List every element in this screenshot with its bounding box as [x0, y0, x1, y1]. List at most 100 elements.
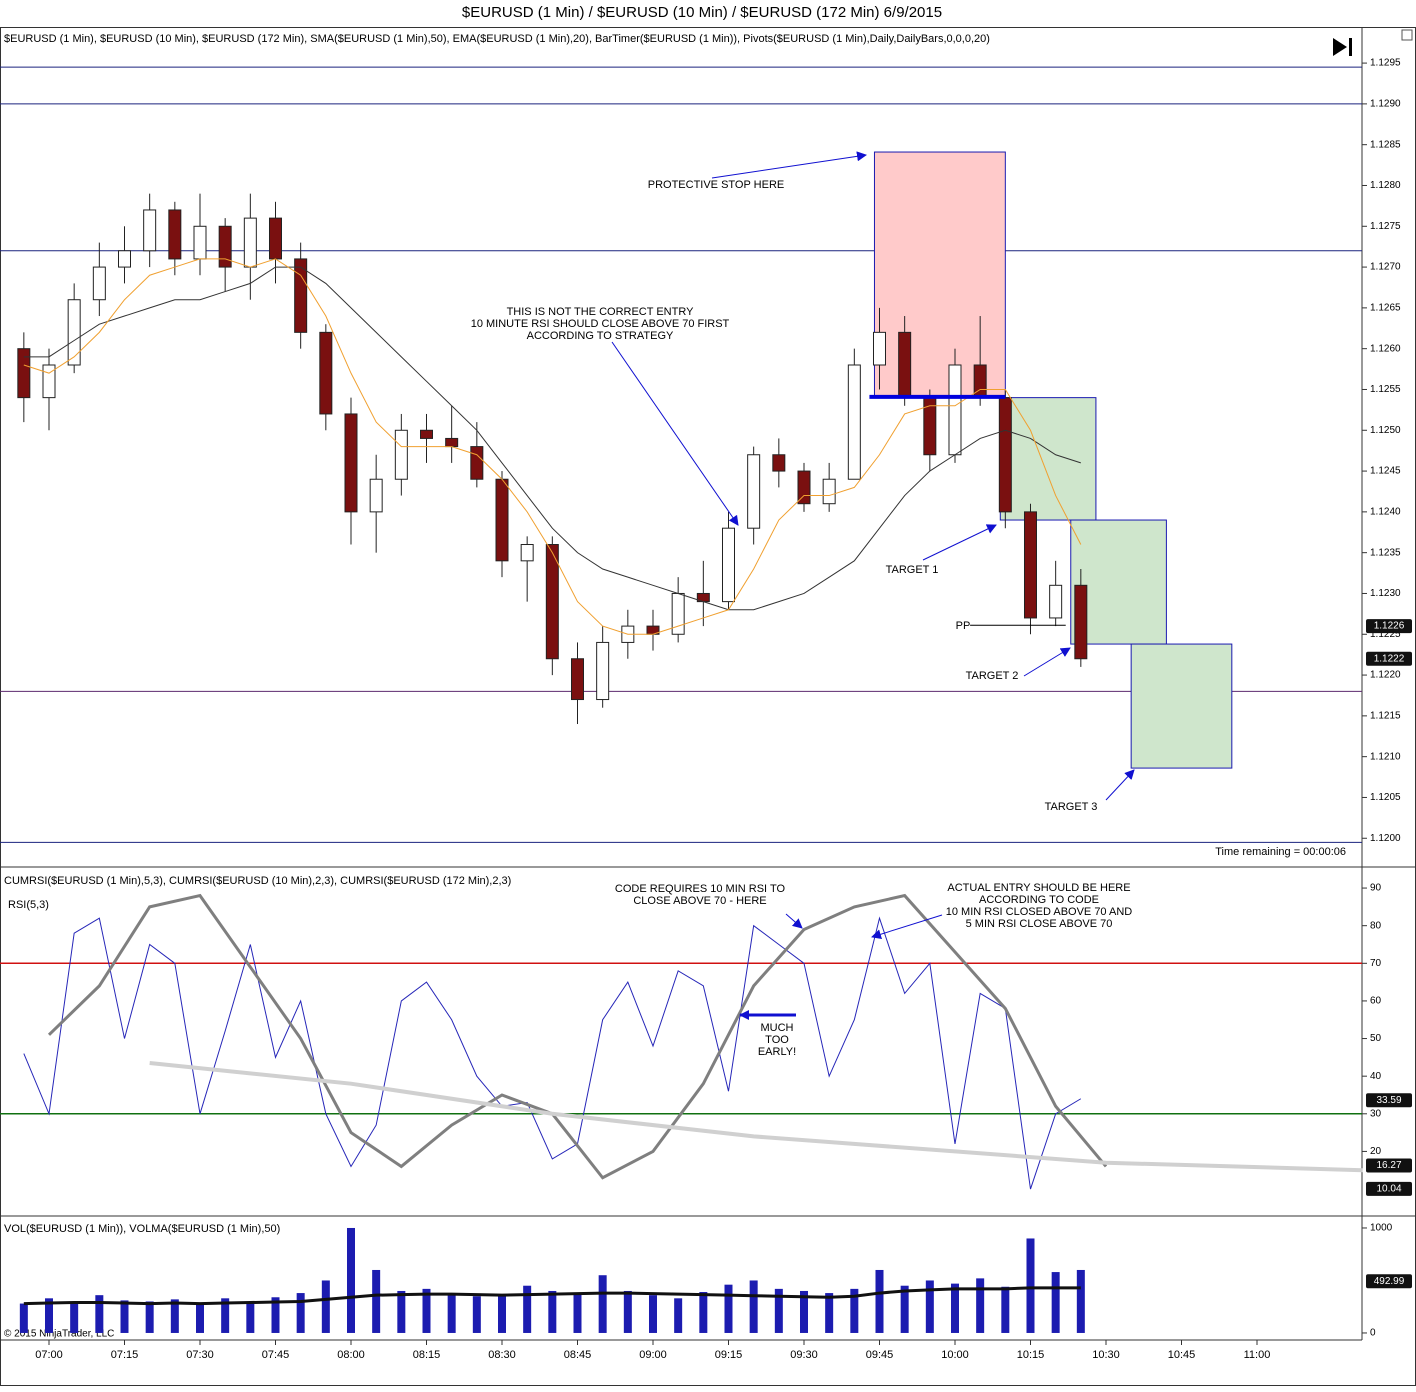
candle-body: [445, 437, 459, 448]
annotation: CODE REQUIRES 10 MIN RSI TO: [615, 883, 786, 895]
volume-bar: [346, 1227, 355, 1333]
x-tick-label: 08:15: [413, 1349, 441, 1361]
volume-bar: [271, 1297, 280, 1333]
volume-bar: [799, 1290, 808, 1333]
value-marker-label: 492.99: [1374, 1276, 1405, 1287]
options-button[interactable]: [1401, 29, 1413, 41]
annotation: TARGET 2: [966, 670, 1019, 682]
volume-bar: [900, 1285, 909, 1333]
panel-label: $EURUSD (1 Min), $EURUSD (10 Min), $EURU…: [4, 33, 990, 45]
candle-body: [42, 364, 56, 399]
candle-body: [797, 470, 811, 505]
panel-label: CUMRSI($EURUSD (1 Min),5,3), CUMRSI($EUR…: [4, 875, 511, 887]
y-tick-label: 70: [1370, 958, 1382, 969]
candle-body: [520, 544, 534, 562]
volume-bar: [774, 1288, 783, 1333]
play-icon[interactable]: [1333, 38, 1352, 56]
y-tick-label: 1.1205: [1370, 792, 1401, 803]
x-tick-label: 10:45: [1168, 1349, 1196, 1361]
y-tick-label: 20: [1370, 1146, 1382, 1157]
volume-bar: [749, 1280, 758, 1333]
volume-bar: [45, 1298, 53, 1333]
annotation: EARLY!: [758, 1046, 796, 1058]
candle-body: [218, 225, 232, 268]
annotation: Time remaining = 00:00:06: [1215, 846, 1346, 858]
volume-bar: [95, 1295, 104, 1333]
volume-bar: [472, 1296, 481, 1333]
y-tick-label: 1000: [1370, 1223, 1393, 1234]
candle-body: [495, 478, 509, 562]
x-tick-label: 07:15: [111, 1349, 139, 1361]
volume-bar: [221, 1298, 230, 1333]
x-tick-label: 07:00: [35, 1349, 63, 1361]
annotation: 5 MIN RSI CLOSE ABOVE 70: [966, 918, 1113, 930]
y-tick-label: 1.1215: [1370, 711, 1401, 722]
volume-bar: [246, 1301, 255, 1333]
y-tick-label: 1.1220: [1370, 670, 1401, 681]
y-tick-label: 1.1235: [1370, 547, 1401, 558]
candle-body: [294, 258, 308, 333]
x-tick-label: 10:30: [1092, 1349, 1120, 1361]
annotation: MUCH: [761, 1022, 794, 1034]
y-tick-label: 1.1280: [1370, 180, 1401, 191]
candle-body: [998, 397, 1012, 513]
candle-body: [898, 331, 912, 399]
volume-bar: [825, 1293, 834, 1333]
value-marker: [1366, 1158, 1412, 1173]
candle-body: [671, 592, 685, 635]
x-tick-label: 09:45: [866, 1349, 894, 1361]
volume-bar: [1051, 1272, 1060, 1333]
volume-bar: [195, 1303, 204, 1333]
candle-body: [1023, 511, 1037, 619]
indicator-line: [23, 916, 1082, 1190]
volume-bar: [523, 1285, 532, 1333]
candle-body: [470, 446, 484, 480]
y-tick-label: 1.1260: [1370, 343, 1401, 354]
y-tick-label: 1.1245: [1370, 466, 1401, 477]
candle-body: [92, 266, 106, 301]
candle-body: [419, 429, 433, 439]
value-marker-label: 1.1226: [1374, 621, 1405, 632]
x-tick-label: 09:15: [715, 1349, 743, 1361]
volume-bar: [447, 1293, 456, 1333]
volume-bar: [372, 1269, 381, 1333]
indicator-line: [149, 1061, 1363, 1173]
y-tick-label: 40: [1370, 1071, 1382, 1082]
volume-bar: [321, 1280, 330, 1333]
panel-label: VOL($EURUSD (1 Min)), VOLMA($EURUSD (1 M…: [4, 1223, 280, 1235]
volume-bar: [422, 1288, 431, 1333]
value-marker: [1366, 1274, 1412, 1289]
x-tick-label: 08:45: [564, 1349, 592, 1361]
annotation: THIS IS NOT THE CORRECT ENTRY: [507, 306, 694, 318]
candle-body: [243, 217, 257, 268]
candle-body: [948, 364, 962, 456]
candle-body: [369, 478, 383, 513]
y-tick-label: 1.1200: [1370, 833, 1401, 844]
candle-body: [168, 209, 182, 260]
indicator-line: [23, 258, 1082, 635]
candle-body: [394, 429, 408, 480]
value-marker: [1366, 1093, 1412, 1108]
volume-bar: [397, 1290, 406, 1333]
annotation: PP: [956, 620, 971, 632]
y-tick-label: 60: [1370, 996, 1382, 1007]
x-tick-label: 10:00: [941, 1349, 969, 1361]
candle-body: [545, 544, 559, 660]
candle-body: [67, 299, 81, 366]
annotation: ACTUAL ENTRY SHOULD BE HERE: [947, 882, 1130, 894]
volume-bar: [674, 1298, 683, 1333]
indicator-line: [23, 1286, 1081, 1306]
volume-bar: [1076, 1269, 1085, 1333]
volume-bar: [19, 1303, 28, 1333]
volume-bar: [875, 1269, 884, 1333]
annotation: CLOSE ABOVE 70 - HERE: [633, 895, 766, 907]
y-tick-label: 1.1295: [1370, 58, 1401, 69]
indicator-line: [47, 893, 1108, 1180]
y-tick-label: 1.1240: [1370, 507, 1401, 518]
volume-bar: [70, 1301, 79, 1333]
top-layer: 07:00 07:15 07:30 07:45 08:00 08:15 08:30 08:45…: [4, 33, 1412, 1361]
y-tick-label: 1.1225: [1370, 629, 1401, 640]
candle-body: [193, 225, 207, 260]
volume-bar: [573, 1293, 582, 1333]
chart-title: $EURUSD (1 Min) / $EURUSD (10 Min) / $EU…: [462, 4, 942, 21]
